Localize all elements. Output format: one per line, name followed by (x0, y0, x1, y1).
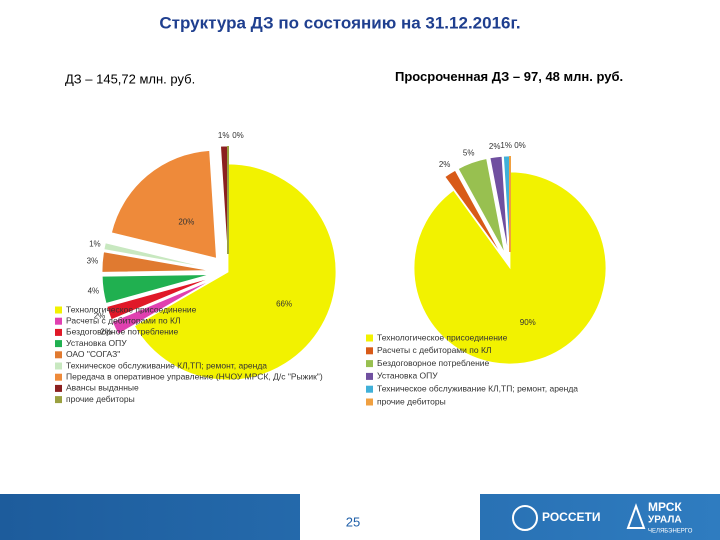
legend-swatch (55, 363, 62, 370)
legend-label: Техническое обслуживание КЛ,ТП; ремонт, … (66, 360, 267, 370)
legend-label: Установка ОПУ (66, 338, 127, 348)
legend-swatch (366, 360, 373, 367)
legend-swatch (366, 373, 373, 380)
legend-label: Бездоговорное потребление (377, 358, 490, 368)
slide-title: Структура ДЗ по состоянию на 31.12.2016г… (159, 13, 520, 32)
chart-title: Просроченная ДЗ – 97, 48 млн. руб. (395, 68, 645, 85)
legend-swatch (366, 347, 373, 354)
pie-slice (221, 146, 228, 254)
legend-swatch (366, 335, 373, 342)
data-label: 2% (489, 142, 501, 151)
data-label: 3% (87, 256, 99, 265)
data-label: 66% (276, 300, 292, 309)
legend-label: Расчеты с дебиторами по КЛ (377, 345, 491, 355)
legend-swatch (55, 307, 62, 314)
legend-label: ОАО "СОГАЗ" (66, 349, 120, 359)
legend-label: Установка ОПУ (377, 371, 438, 381)
data-label: 2% (439, 160, 451, 169)
legend-label: прочие дебиторы (377, 396, 446, 406)
legend-label: Технологическое присоединение (377, 332, 508, 342)
data-label: 20% (178, 217, 194, 226)
data-label: 90% (520, 318, 536, 327)
pie-slice (111, 150, 216, 258)
legend-label: Бездоговорное потребление (66, 327, 179, 337)
chart-title: ДЗ – 145,72 млн. руб. (65, 71, 195, 86)
legend-swatch (366, 386, 373, 393)
data-label: 0% (232, 131, 244, 140)
data-label: 1% (218, 131, 230, 140)
page-number: 25 (346, 514, 360, 529)
legend-swatch (55, 329, 62, 336)
legend-swatch (55, 318, 62, 325)
legend-swatch (55, 340, 62, 347)
legend-swatch (55, 374, 62, 381)
logo-text: УРАЛА (648, 515, 682, 526)
legend-swatch (366, 399, 373, 406)
data-label: 5% (463, 148, 475, 157)
data-label: 1% (500, 141, 512, 150)
data-label: 1% (89, 239, 101, 248)
logo-text: ЧЕЛЯБЭНЕРГО (648, 529, 693, 535)
chart-title-box: Просроченная ДЗ – 97, 48 млн. руб. (395, 68, 645, 112)
legend-label: Авансы выданные (66, 383, 139, 393)
legend-swatch (55, 396, 62, 403)
logo-text: МРСК (648, 500, 682, 514)
legend-label: Техническое обслуживание КЛ,ТП; ремонт, … (377, 383, 578, 393)
footer-gap (300, 494, 480, 540)
data-label: 0% (514, 141, 526, 150)
data-label: 4% (88, 286, 100, 295)
legend-label: Расчеты с дебиторами по КЛ (66, 315, 180, 325)
legend-swatch (55, 385, 62, 392)
legend-label: прочие дебиторы (66, 394, 135, 404)
logo-text: РОССЕТИ (542, 510, 600, 524)
legend-label: Передача в оперативное управление (НЧОУ … (66, 371, 323, 381)
legend-swatch (55, 351, 62, 358)
legend-label: Технологическое присоединение (66, 304, 197, 314)
